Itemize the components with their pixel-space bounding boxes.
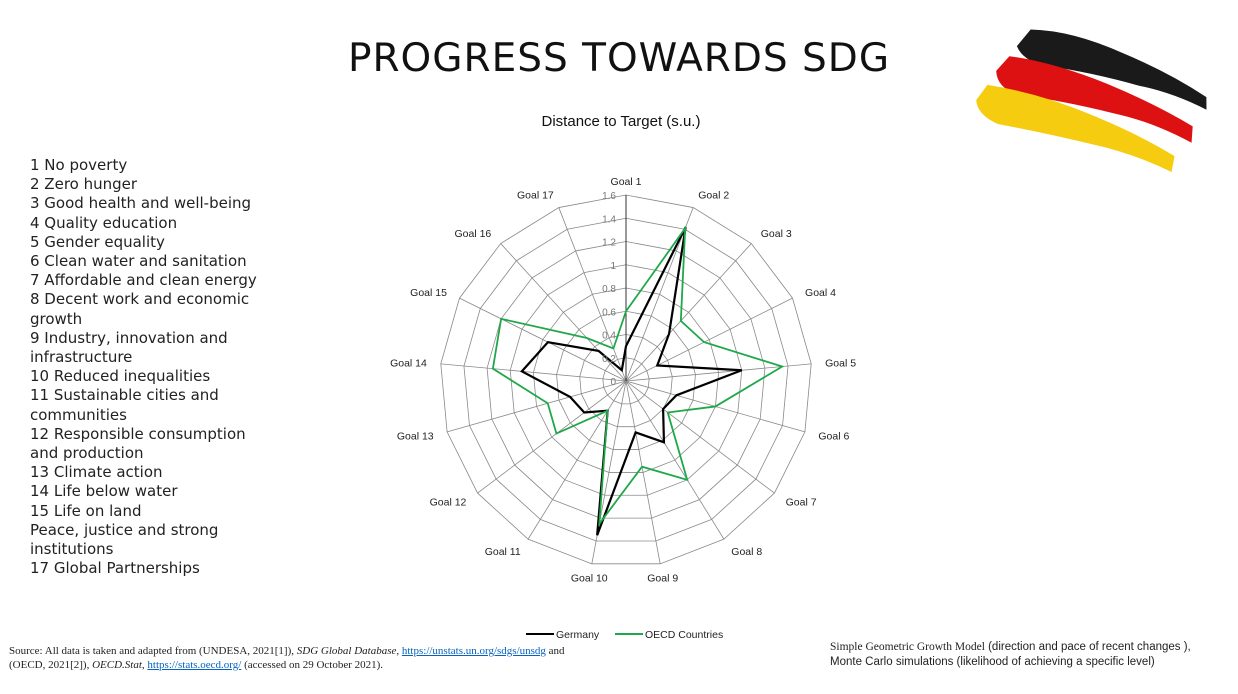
source-link-unstats[interactable]: https://unstats.un.org/sdgs/unsdg <box>401 645 546 657</box>
source-database-2: OECD.Stat <box>92 658 142 671</box>
chart-legend: Germany OECD Countries <box>526 629 723 641</box>
radar-series <box>491 225 785 536</box>
goal-list-item: 9 Industry, innovation and infrastructur… <box>30 328 228 367</box>
flag-black-stripe <box>1016 29 1207 110</box>
radial-tick-label: 0.8 <box>602 284 616 295</box>
radial-tick-label: 1.6 <box>602 191 616 202</box>
grid-spoke <box>625 243 752 382</box>
goal-list-item: 5 Gender equality <box>30 232 165 251</box>
grid-spoke <box>477 380 627 494</box>
radial-tick-label: 0 <box>610 377 616 388</box>
category-label: Goal 15 <box>410 287 447 299</box>
series-line-germany <box>520 226 743 536</box>
category-label: Goal 12 <box>430 497 467 509</box>
grid-ring <box>602 357 650 405</box>
category-label: Goal 2 <box>698 190 729 202</box>
source-suffix: (accessed on 29 October 2021). <box>241 658 384 671</box>
goal-list-item: 12 Responsible consumption and productio… <box>30 424 246 463</box>
simulation-description: (likelihood of achieving a specific leve… <box>953 655 1155 668</box>
grid-spoke <box>558 207 627 382</box>
simulation-name: Monte Carlo simulations <box>830 655 954 668</box>
goal-list-item: 2 Zero hunger <box>30 175 138 194</box>
radial-tick-label: 0.4 <box>602 331 616 342</box>
grid-spoke <box>527 380 627 540</box>
goal-list-item: 6 Clean water and sanitation <box>30 252 247 271</box>
grid-spoke <box>446 380 627 433</box>
grid-ring <box>509 264 743 496</box>
grid-ring <box>440 194 812 565</box>
radar-ticks: 0 0.2 0.4 0.6 0.8 1 1.2 1.4 1.6 <box>602 191 616 388</box>
radial-tick-label: 0.6 <box>602 307 616 318</box>
model-note: Simple Geometric Growth Model (direction… <box>830 640 1230 669</box>
grid-spoke <box>625 380 775 494</box>
category-label: Goal 13 <box>397 431 434 443</box>
flag-gold-stripe <box>976 84 1175 173</box>
goal-legend-list: 1 No poverty 2 Zero hunger 3 Good health a… <box>30 156 270 578</box>
category-label: Goal 16 <box>454 228 491 240</box>
category-label: Goal 9 <box>647 573 678 585</box>
category-label: Goal 3 <box>761 228 792 240</box>
radar-chart: Distance to Target (s.u.) 0 0.2 0.4 0.6 0.8 1… <box>390 113 856 641</box>
category-label: Goal 14 <box>390 358 427 370</box>
radial-tick-label: 1.4 <box>602 214 616 225</box>
model-name: Simple Geometric Growth Model <box>830 641 985 653</box>
goal-list-item: 7 Affordable and clean energy <box>30 271 257 290</box>
goal-list-item: 15 Life on land <box>30 501 142 520</box>
source-link-oecd[interactable]: https://stats.oecd.org/ <box>147 658 242 671</box>
goal-list-item: 13 Climate action <box>30 463 163 482</box>
category-label: Goal 7 <box>786 497 817 509</box>
flag-red-stripe <box>996 56 1193 143</box>
category-label: Goal 6 <box>818 431 849 443</box>
goal-list-item: 17 Global Partnerships <box>30 559 200 578</box>
source-note: Source: All data is taken and adapted fr… <box>9 645 589 672</box>
category-label: Goal 1 <box>611 176 642 188</box>
series-line-oecd <box>491 225 785 527</box>
grid-spoke <box>459 297 627 382</box>
grid-ring <box>556 310 696 450</box>
source-prefix: Source: All data is taken and adapted fr… <box>9 645 297 657</box>
chart-title: Distance to Target (s.u.) <box>542 113 701 130</box>
radial-tick-label: 1 <box>610 261 616 272</box>
grid-spoke <box>440 363 627 382</box>
goal-list-item: 1 No poverty <box>30 156 128 174</box>
source-separator-1: , <box>396 645 402 657</box>
radial-tick-label: 0.2 <box>602 354 616 365</box>
grid-spoke <box>500 243 627 382</box>
category-label: Goal 11 <box>485 546 521 558</box>
grid-spoke <box>625 380 661 564</box>
category-label: Goal 4 <box>805 287 836 299</box>
germany-flag-brush-image <box>976 29 1207 173</box>
model-description: (direction and pace of recent changes ), <box>984 641 1191 653</box>
category-label: Goal 10 <box>571 573 608 585</box>
goal-list-item: 14 Life below water <box>30 482 178 501</box>
goal-list-item: 11 Sustainable cities and communities <box>30 386 219 424</box>
source-middle: and (OECD, 2021[2]), <box>9 645 565 671</box>
category-label: Goal 5 <box>825 358 856 370</box>
radar-grid <box>440 194 812 565</box>
slide-title: PROGRESS TOWARDS SDG <box>347 36 891 81</box>
legend-label: Germany <box>556 629 600 641</box>
grid-ring <box>463 217 789 542</box>
source-separator-2: , <box>141 658 148 671</box>
category-label: Goal 8 <box>731 546 762 558</box>
category-label: Goal 17 <box>517 190 554 202</box>
grid-ring <box>579 334 673 428</box>
source-database-1: SDG Global Database <box>296 645 397 657</box>
goal-list-item: Peace, justice and strong institutions <box>30 520 219 559</box>
radial-tick-label: 1.2 <box>602 238 616 249</box>
goal-list-item: 10 Reduced inequalities <box>30 367 211 386</box>
grid-ring <box>532 287 720 473</box>
goal-list-item: 8 Decent work and economic growth <box>30 290 250 328</box>
radar-category-labels: Goal 1 Goal 2 Goal 3 Goal 4 Goal 5 Goal 6 Goal… <box>390 176 856 585</box>
grid-spoke <box>625 297 793 382</box>
legend-label: OECD Countries <box>645 629 723 641</box>
goal-list-item: 4 Quality education <box>30 213 178 232</box>
goal-list-item: 3 Good health and well-being <box>30 194 252 213</box>
grid-ring <box>486 241 766 519</box>
grid-spoke <box>625 380 725 540</box>
